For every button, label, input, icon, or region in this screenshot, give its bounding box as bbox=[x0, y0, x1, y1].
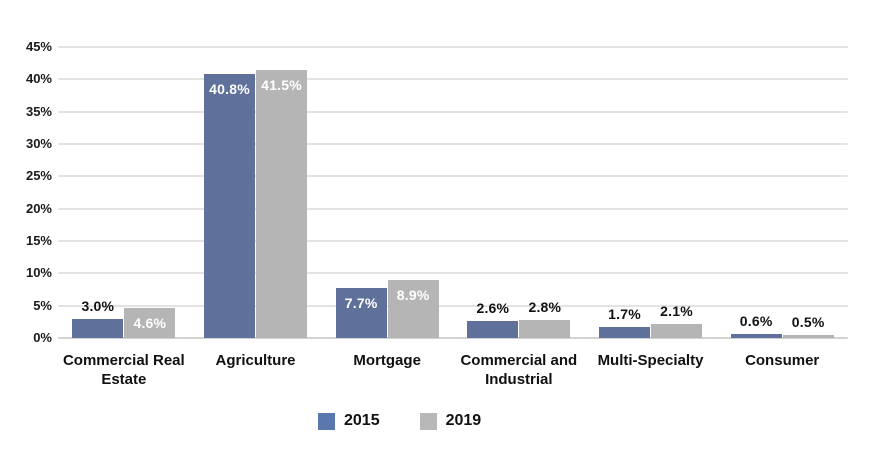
bar-2019-2 bbox=[256, 69, 307, 338]
bar-2015-2 bbox=[204, 74, 255, 338]
y-tick-label: 35% bbox=[25, 103, 52, 119]
y-tick-label: 10% bbox=[25, 265, 52, 281]
x-tick-label: Multi-Specialty bbox=[597, 352, 704, 369]
value-label: 8.9% bbox=[396, 287, 430, 304]
bar-2015-3 bbox=[335, 288, 387, 338]
y-tick-label: 20% bbox=[25, 200, 52, 216]
legend-label: 2019 bbox=[445, 412, 482, 429]
value-label: 4.6% bbox=[133, 315, 167, 332]
legend-swatch-icon bbox=[419, 412, 437, 430]
y-tick-label: 15% bbox=[25, 233, 52, 248]
x-tick-label: Mortgage bbox=[353, 352, 421, 369]
y-tick-label: 25% bbox=[25, 168, 52, 184]
bar-2019-3 bbox=[387, 280, 439, 338]
gridline bbox=[58, 175, 848, 178]
legend-label: 2015 bbox=[344, 412, 380, 429]
x-tick-label: Agriculture bbox=[215, 352, 296, 369]
y-tick-label: 30% bbox=[25, 136, 52, 151]
y-tick-label: 5% bbox=[33, 297, 52, 313]
x-tick-label: Commercial Real Estate bbox=[62, 352, 185, 388]
bar-2015-6 bbox=[730, 334, 782, 338]
y-tick-label: 40% bbox=[25, 71, 52, 87]
gridline bbox=[58, 143, 848, 145]
value-label: 3.0% bbox=[81, 297, 115, 314]
gridline bbox=[58, 272, 848, 275]
value-label: 7.7% bbox=[344, 295, 378, 312]
gridline bbox=[58, 304, 848, 307]
bar-2015-4 bbox=[467, 321, 519, 338]
bar-2019-1 bbox=[124, 308, 176, 338]
legend-swatch-icon bbox=[318, 412, 335, 430]
bar-2019-6 bbox=[782, 334, 834, 338]
bar-2019-4 bbox=[519, 319, 571, 338]
value-label: 2.8% bbox=[528, 298, 562, 315]
x-tick-label: Consumer bbox=[745, 352, 820, 369]
y-tick-label: 0% bbox=[33, 330, 52, 345]
y-tick-label: 45% bbox=[25, 39, 52, 54]
bar-2019-5 bbox=[651, 324, 702, 338]
value-label: 0.6% bbox=[739, 313, 773, 330]
gridline bbox=[58, 78, 848, 81]
gridline bbox=[58, 207, 848, 210]
legend-item-2015: 2015 bbox=[318, 412, 380, 430]
gridline bbox=[58, 240, 848, 242]
gridline bbox=[58, 110, 848, 113]
value-label: 40.8% bbox=[209, 81, 250, 98]
legend-item-2019: 2019 bbox=[419, 412, 482, 430]
value-label: 2.6% bbox=[476, 300, 510, 317]
value-label: 2.1% bbox=[660, 303, 693, 320]
value-label: 41.5% bbox=[261, 76, 302, 93]
x-axis-line bbox=[58, 337, 848, 339]
bar-2015-5 bbox=[599, 327, 650, 338]
gridline bbox=[58, 46, 848, 48]
bar-2015-1 bbox=[72, 318, 124, 338]
value-label: 0.5% bbox=[791, 313, 825, 330]
legend: 2015 2019 bbox=[318, 412, 481, 430]
x-tick-label: Commercial and Industrial bbox=[460, 352, 578, 388]
value-label: 1.7% bbox=[608, 306, 641, 322]
